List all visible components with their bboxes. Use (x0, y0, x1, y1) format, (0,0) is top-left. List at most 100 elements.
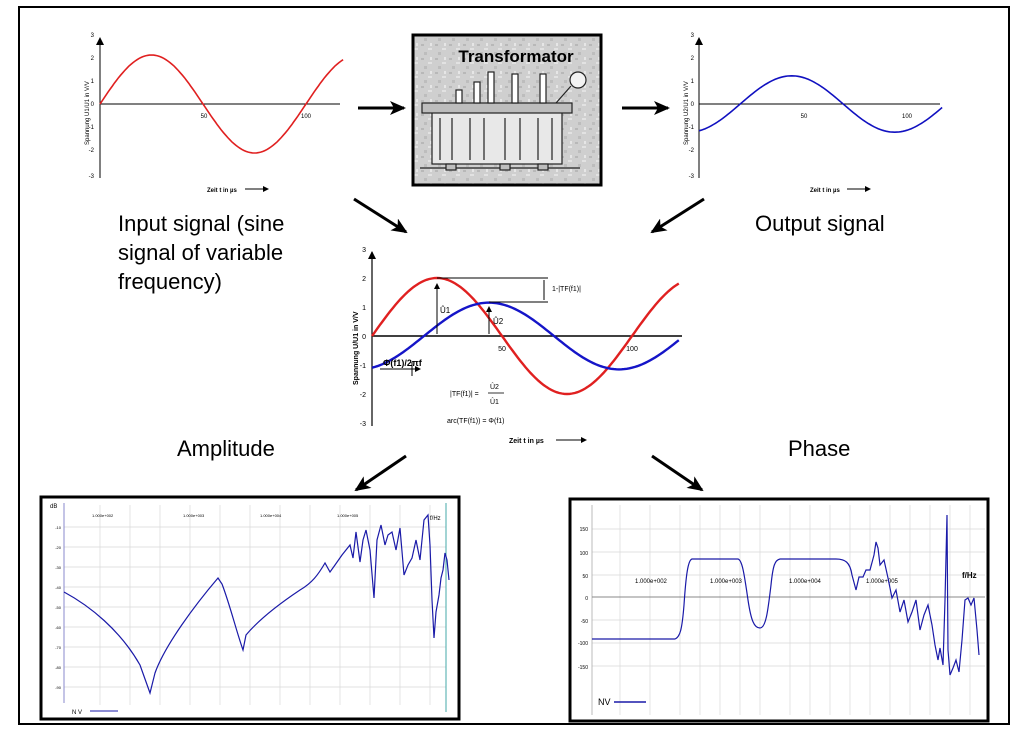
x-tick-label: 50 (801, 114, 808, 120)
y-tick-label: -2 (689, 148, 695, 154)
output-sine-series (371, 301, 680, 371)
transfer-function-numerator: Û2 (490, 382, 499, 391)
y-tick-label: 2 (691, 56, 695, 62)
frequency-unit-label: f/Hz (430, 516, 441, 522)
y-tick-label: -50 (55, 605, 62, 610)
y-tick-label: 3 (91, 33, 95, 39)
y-tick-label: -30 (55, 565, 62, 570)
output-signal-caption: Output signal (755, 211, 885, 236)
amplitude-difference-label: 1-|TF(f1)| (552, 286, 581, 293)
y-tick-label: -2 (89, 148, 95, 154)
legend-label: N V (72, 710, 82, 716)
y-tick-label: 1 (91, 79, 95, 85)
unit-label: dB (50, 504, 57, 510)
x-axis-label: Zeit t in µs (810, 188, 840, 194)
phase-frequency-plot: 150 100 50 0 -50 -100 -150 1.000e+002 1.… (568, 497, 990, 723)
x-tick-label: 1.000e+005 (337, 513, 359, 518)
y-tick-labels: 3 2 1 0 -1 -2 -3 (89, 33, 95, 180)
y-tick-label: -90 (55, 685, 62, 690)
y-tick-label: -1 (89, 125, 95, 131)
y-tick-label: 150 (580, 527, 589, 533)
x-tick-label: 50 (498, 346, 506, 353)
y-tick-label: 1 (691, 79, 695, 85)
x-axis-label: Zeit t in µs (207, 188, 237, 194)
input-sine-series (371, 276, 680, 396)
amplitude-annotations (380, 277, 548, 376)
transformer-illustration (420, 71, 587, 171)
y-tick-label: -2 (360, 392, 366, 399)
y-tick-label: 0 (691, 102, 695, 108)
y-tick-label: -10 (55, 525, 62, 530)
phase-response-series (592, 514, 980, 676)
y-tick-label: 3 (691, 33, 695, 39)
arrow-output-to-combined (650, 197, 705, 234)
y-tick-label: -60 (55, 625, 62, 630)
y-tick-label: 0 (585, 596, 588, 602)
x-tick-label: 1.000e+002 (635, 579, 668, 585)
y-tick-label: 1 (362, 305, 366, 312)
y-tick-labels: 3 2 1 0 -1 -2 -3 (689, 33, 695, 180)
legend-label: NV (598, 697, 611, 707)
u2-label: Û2 (493, 317, 504, 326)
y-tick-label: -1 (689, 125, 695, 131)
caption-line: Input signal (sine (118, 211, 285, 236)
y-tick-label: -20 (55, 545, 62, 550)
input-sine-series (99, 54, 344, 154)
y-tick-label: -70 (55, 645, 62, 650)
output-signal-chart: 3 2 1 0 -1 -2 -3 50 100 Spannung U2/U1 i… (684, 33, 943, 194)
x-tick-label: 1.000e+002 (92, 513, 114, 518)
x-tick-label: 100 (626, 346, 638, 353)
x-tick-label: 100 (301, 114, 312, 120)
transfer-function-denominator: Û1 (490, 397, 499, 406)
y-tick-label: -3 (689, 174, 695, 180)
x-tick-label: 1.000e+004 (260, 513, 282, 518)
x-tick-label: 1.000e+003 (710, 579, 743, 585)
y-tick-label: -1 (360, 363, 366, 370)
transformer-title: Transformator (458, 47, 574, 66)
amplitude-caption: Amplitude (177, 436, 275, 461)
combined-signal-chart: 3 2 1 0 -1 -2 -3 50 100 Spannung U/U1 in… (353, 247, 682, 445)
y-tick-label: 100 (580, 551, 589, 557)
caption-line: signal of variable (118, 240, 284, 265)
y-tick-labels: -10 -20 -30 -40 -50 -60 -70 -80 -90 (55, 525, 62, 690)
y-tick-labels: 150 100 50 0 -50 -100 -150 (578, 527, 588, 671)
y-tick-label: -3 (89, 174, 95, 180)
y-axis-label: Spannung U1/U1 in V/V (85, 81, 91, 145)
phase-delay-label: Φ(f1)/2πf (383, 358, 423, 368)
y-tick-label: -50 (581, 619, 588, 625)
x-axis-label: Zeit t in µs (509, 438, 544, 445)
y-tick-label: 0 (362, 334, 366, 341)
transfer-function-label: |TF(f1)| = (450, 391, 479, 398)
x-tick-label: 1.000e+005 (866, 579, 899, 585)
x-tick-label: 100 (902, 114, 913, 120)
y-tick-label: 2 (91, 56, 95, 62)
y-tick-label: -100 (578, 641, 588, 647)
y-axis-label: Spannung U/U1 in V/V (353, 311, 360, 385)
y-tick-label: 3 (362, 247, 366, 254)
u1-label: Û1 (440, 306, 451, 315)
y-tick-label: 2 (362, 276, 366, 283)
y-tick-label: -40 (55, 585, 62, 590)
y-tick-label: -80 (55, 665, 62, 670)
y-axis-label: Spannung U2/U1 in V/V (684, 81, 690, 145)
arrow-to-phase-plot (651, 454, 704, 492)
arrow-input-to-combined (353, 197, 408, 234)
x-tick-label: 1.000e+004 (789, 579, 822, 585)
y-tick-label: -3 (360, 421, 366, 428)
amplitude-response-series (63, 513, 450, 696)
input-signal-caption: Input signal (sine signal of variable fr… (118, 209, 284, 296)
arrow-to-amplitude-plot (354, 454, 407, 492)
phase-grid (592, 505, 985, 715)
x-tick-label: 1.000e+003 (183, 513, 205, 518)
caption-line: frequency) (118, 269, 222, 294)
frequency-unit-label: f/Hz (962, 571, 977, 580)
phase-caption: Phase (788, 436, 851, 461)
amplitude-frequency-plot: dB f/Hz 1.000e+002 1.000e+003 1.000e+004… (39, 495, 461, 721)
y-tick-label: 50 (582, 574, 588, 580)
figure-frame (18, 6, 1010, 725)
phase-plot-frame (568, 497, 990, 723)
y-tick-label: -150 (578, 665, 588, 671)
phase-formula-label: arc(TF(f1)) = Φ(f1) (447, 418, 505, 425)
transformer-picture: Transformator (411, 33, 603, 187)
